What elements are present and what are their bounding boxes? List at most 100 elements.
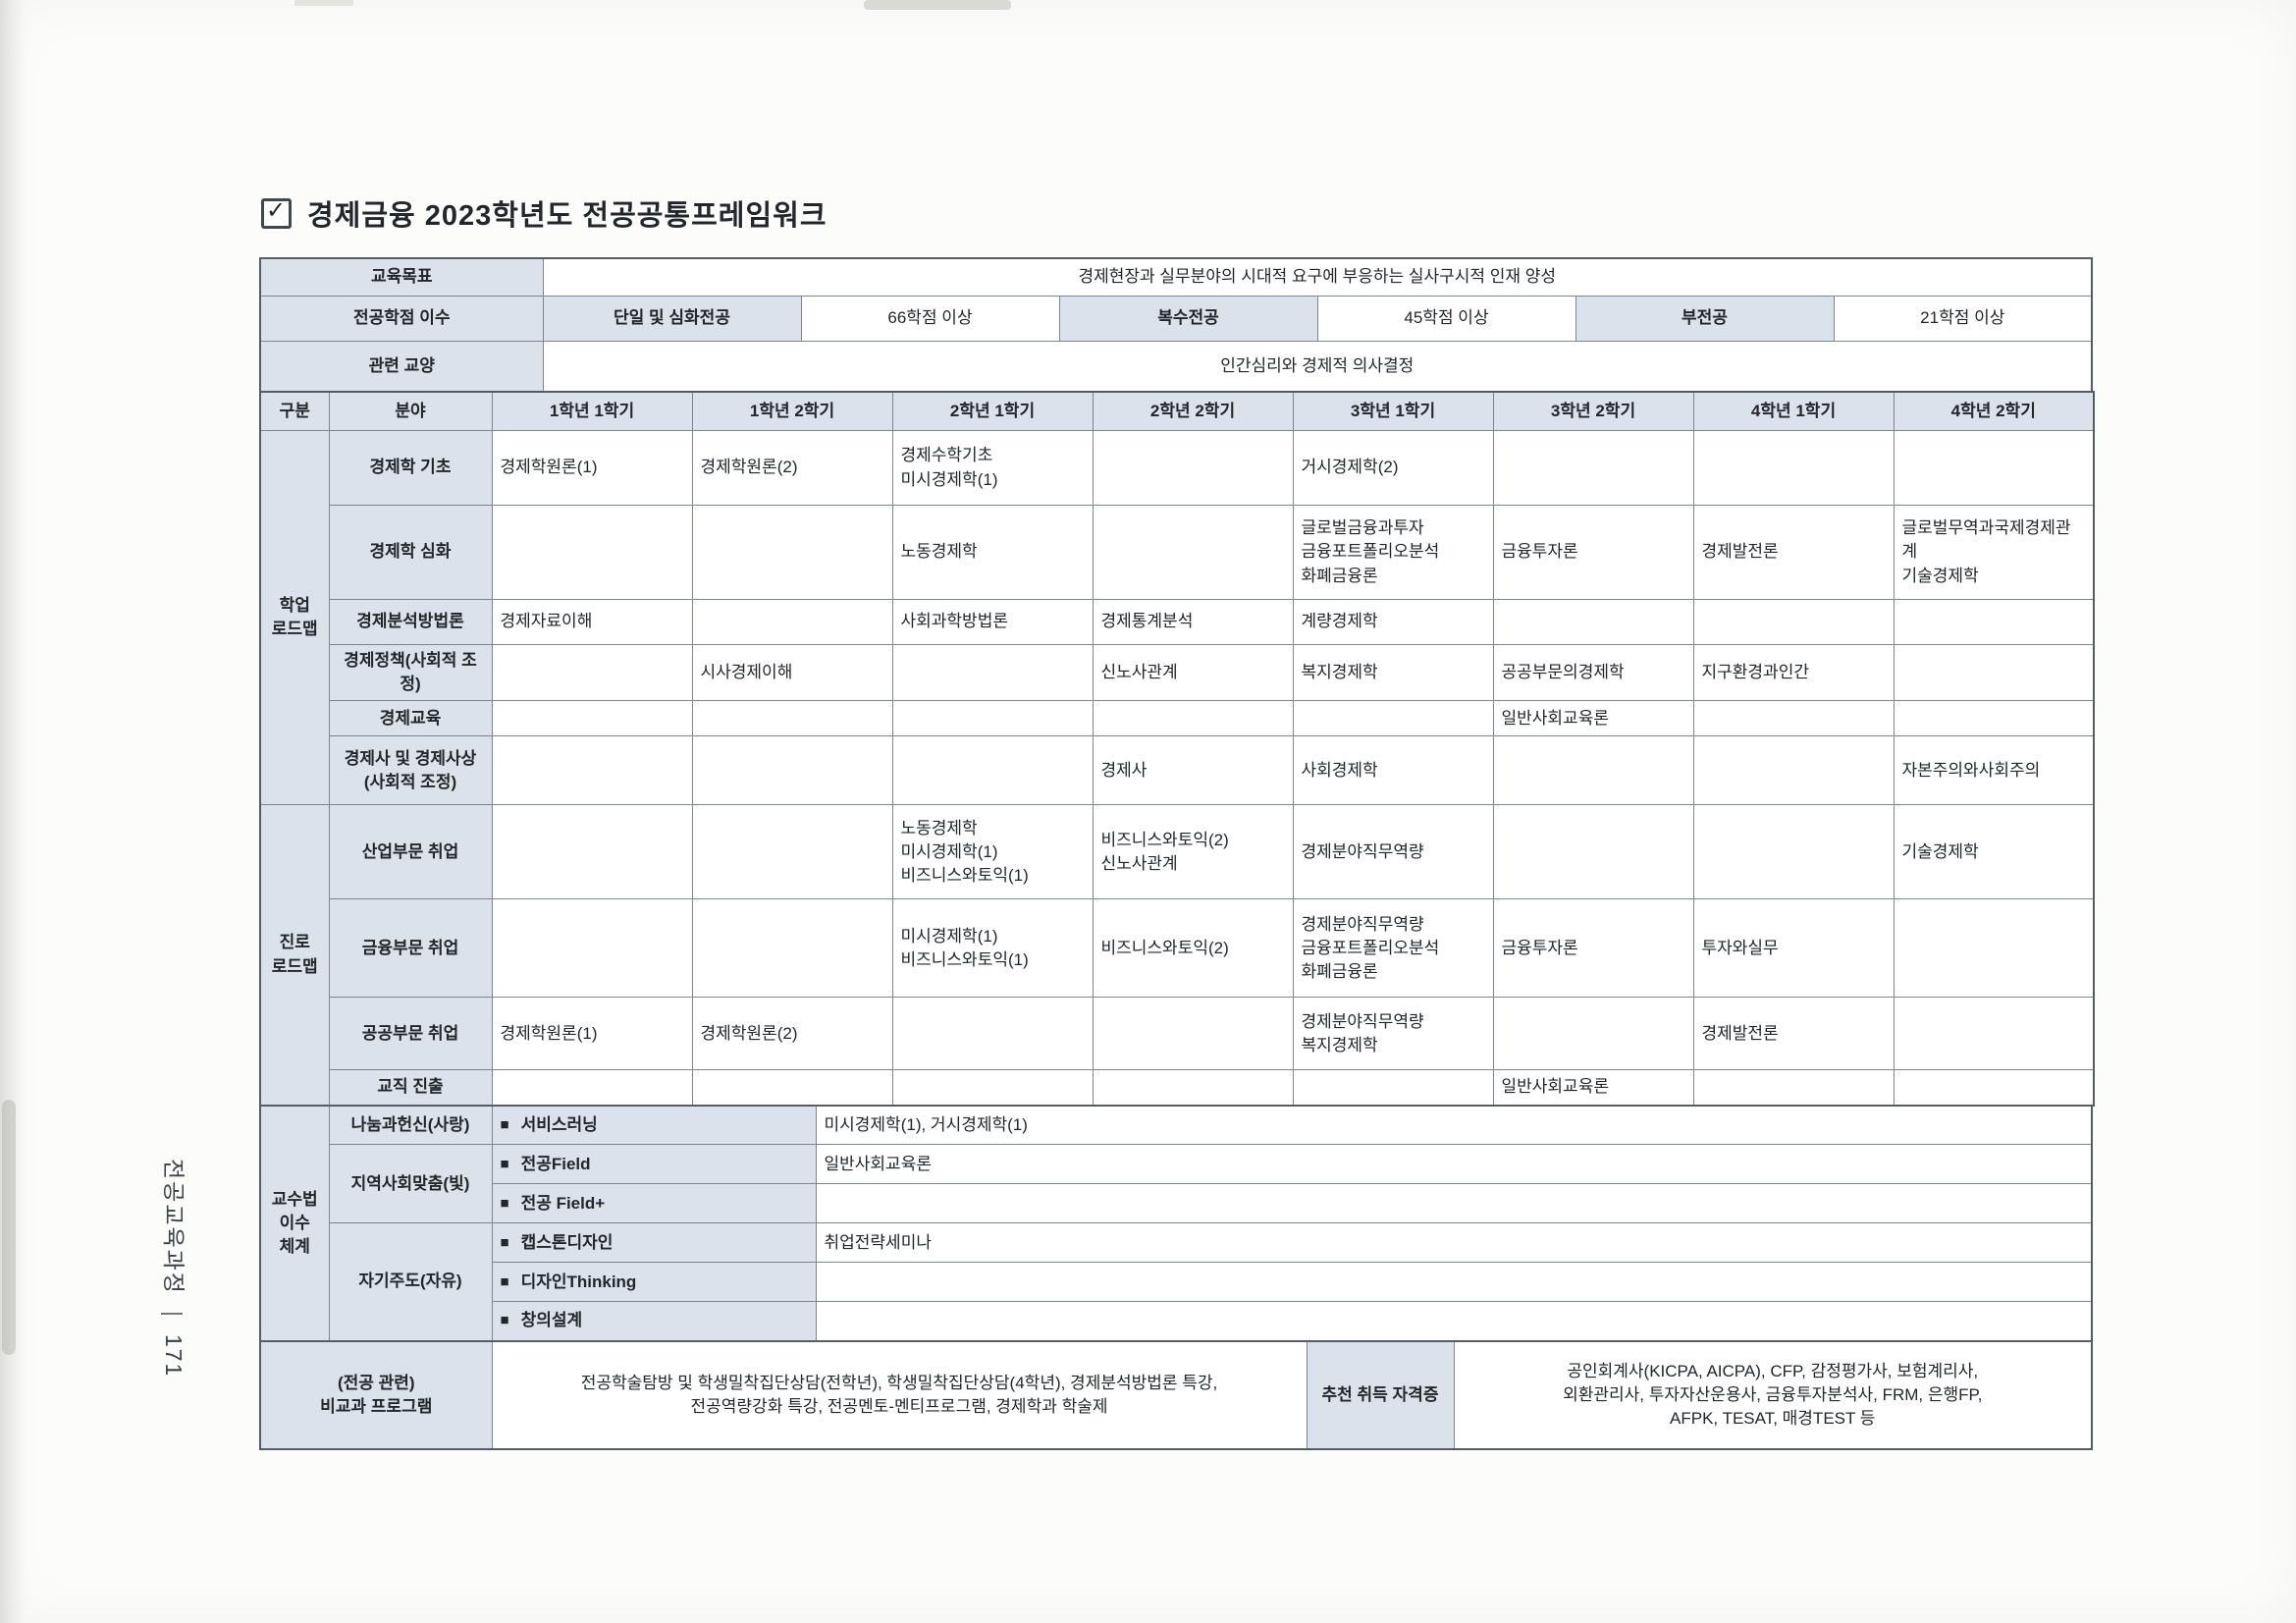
education-goal-row: 교육목표 경제현장과 실무분야의 시대적 요구에 부응하는 실사구시적 인재 양… xyxy=(259,257,2093,297)
scan-smudge xyxy=(294,0,353,6)
field-label: 경제학 심화 xyxy=(328,505,493,600)
curriculum-framework-document: ✓ 경제금융 2023학년도 전공공통프레임워크 교육목표 경제현장과 실무분야… xyxy=(259,192,2095,1450)
pedagogy-value-cell xyxy=(815,1183,2093,1224)
course-cell xyxy=(891,700,1094,737)
credit-type-label: 부전공 xyxy=(1575,295,1835,342)
course-cell: 기술경제학 xyxy=(1893,804,2095,900)
course-cell xyxy=(1492,997,1694,1071)
course-cell xyxy=(691,804,893,900)
course-cell: 시사경제이해 xyxy=(691,643,893,702)
field-label: 경제학 기초 xyxy=(328,430,493,506)
course-cell xyxy=(491,1069,693,1107)
course-cell xyxy=(1893,997,2095,1071)
course-cell xyxy=(491,735,693,806)
course-cell: 경제분야직무역량 금융포트폴리오분석 화폐금융론 xyxy=(1292,898,1494,999)
course-cell xyxy=(691,505,893,600)
course-cell xyxy=(1893,898,2095,999)
extracurricular-program-value: 전공학술탐방 및 학생밀착집단상담(전학년), 학생밀착집단상담(4학년), 경… xyxy=(491,1340,1308,1450)
course-cell: 비즈니스와토익(2) xyxy=(1092,898,1294,999)
course-cell: 자본주의와사회주의 xyxy=(1893,735,2095,806)
pedagogy-group-label: 교수법 이수 체계 xyxy=(259,1105,330,1342)
course-cell xyxy=(1292,700,1494,737)
related-liberal-arts-label: 관련 교양 xyxy=(259,340,544,393)
course-cell xyxy=(891,997,1094,1071)
column-header-semester: 3학년 2학기 xyxy=(1492,391,1694,431)
course-cell: 경제통계분석 xyxy=(1092,599,1294,645)
course-cell: 복지경제학 xyxy=(1292,643,1494,702)
roadmap-row: 경제정책(사회적 조정) 시사경제이해 신노사관계 복지경제학 공공부문의경제학 지구환경… xyxy=(260,643,2095,702)
pedagogy-row: ■ 디자인Thinking xyxy=(260,1262,2093,1303)
square-bullet-icon: ■ xyxy=(500,1155,509,1172)
grid-header-row: 구분 분야 1학년 1학기 1학년 2학기 2학년 1학기 2학년 2학기 3학… xyxy=(259,391,2095,431)
pedagogy-method-label: 창의설계 xyxy=(520,1311,583,1330)
course-cell xyxy=(891,1069,1094,1107)
pedagogy-method-label: 캡스톤디자인 xyxy=(520,1232,614,1252)
recommended-certifications-value: 공인회계사(KICPA, AICPA), CFP, 감정평가사, 보험계리사, … xyxy=(1453,1340,2093,1450)
page-margin-label: 전공교육과정 | 171 xyxy=(159,1159,192,1378)
course-cell: 공공부문의경제학 xyxy=(1492,643,1694,702)
major-credits-label: 전공학점 이수 xyxy=(259,295,544,342)
course-cell xyxy=(491,804,693,900)
course-cell: 사회과학방법론 xyxy=(891,599,1094,645)
course-cell xyxy=(491,700,693,737)
field-label: 교직 진출 xyxy=(328,1069,493,1107)
course-cell xyxy=(1092,700,1294,737)
course-cell xyxy=(891,643,1094,702)
roadmap-row: 학업 로드맵 경제학 기초 경제학원론(1) 경제학원론(2) 경제수학기초 미시경제학… xyxy=(259,429,2095,806)
course-cell: 노동경제학 xyxy=(891,505,1094,600)
major-credits-row: 전공학점 이수 단일 및 심화전공 66학점 이상 복수전공 45학점 이상 부… xyxy=(259,295,2093,342)
pedagogy-row: 지역사회맞춤(빛) ■ 전공Field 일반사회교육론 xyxy=(260,1144,2093,1224)
pedagogy-method-label: 디자인Thinking xyxy=(520,1271,637,1291)
related-liberal-arts-value: 인간심리와 경제적 의사결정 xyxy=(542,340,2093,393)
column-header-semester: 2학년 2학기 xyxy=(1092,391,1294,431)
course-cell xyxy=(1492,599,1694,645)
course-cell xyxy=(491,505,693,600)
roadmap-body: 학업 로드맵 경제학 기초 경제학원론(1) 경제학원론(2) 경제수학기초 미시경제학… xyxy=(259,429,2095,1107)
pedagogy-method-cell: ■ 캡스톤디자인 xyxy=(491,1222,817,1264)
extras-table: (전공 관련) 비교과 프로그램 전공학술탐방 및 학생밀착집단상담(전학년),… xyxy=(259,1339,2093,1450)
roadmap-row: 진로 로드맵 산업부문 취업 노동경제학 미시경제학(1) 비즈니스와토익(1) 비즈… xyxy=(259,804,2095,1107)
column-header-semester: 1학년 2학기 xyxy=(691,391,893,431)
course-cell: 경제학원론(2) xyxy=(691,997,893,1071)
document-title: ✓ 경제금융 2023학년도 전공공통프레임워크 xyxy=(261,192,2091,234)
course-cell xyxy=(1292,1069,1494,1107)
course-cell xyxy=(1692,599,1895,645)
course-cell xyxy=(691,898,893,999)
square-bullet-icon: ■ xyxy=(500,1272,509,1290)
field-label: 공공부문 취업 xyxy=(328,997,493,1071)
pedagogy-category-label: 지역사회맞춤(빛) xyxy=(328,1144,493,1224)
education-goal-value: 경제현장과 실무분야의 시대적 요구에 부응하는 실사구시적 인재 양성 xyxy=(542,257,2093,297)
roadmap-row: 경제교육 일반사회교육론 xyxy=(260,700,2095,737)
credit-type-label: 단일 및 심화전공 xyxy=(542,295,802,342)
course-cell xyxy=(1092,1069,1294,1107)
course-cell xyxy=(1692,804,1895,900)
course-cell xyxy=(1692,430,1895,506)
pedagogy-body: 교수법 이수 체계 나눔과헌신(사랑) ■ 서비스러닝 미시경제학(1), 거시경제학(… xyxy=(259,1105,2093,1342)
pedagogy-method-label: 전공 Field+ xyxy=(520,1193,606,1213)
course-cell xyxy=(1893,599,2095,645)
course-cell: 투자와실무 xyxy=(1692,898,1895,999)
course-cell: 금융투자론 xyxy=(1492,505,1694,600)
course-cell: 글로벌금융과투자 금융포트폴리오분석 화폐금융론 xyxy=(1292,505,1494,600)
pedagogy-value-cell: 일반사회교육론 xyxy=(815,1144,2093,1185)
course-cell: 신노사관계 xyxy=(1092,643,1294,702)
pedagogy-value-cell xyxy=(815,1262,2093,1303)
side-divider: | xyxy=(161,1310,187,1319)
document-title-text: 경제금융 2023학년도 전공공통프레임워크 xyxy=(307,200,828,232)
credit-requirement-value: 45학점 이상 xyxy=(1316,295,1576,342)
pedagogy-method-cell: ■ 전공 Field+ xyxy=(491,1183,817,1224)
course-cell xyxy=(691,700,893,737)
square-bullet-icon: ■ xyxy=(500,1233,509,1251)
course-cell xyxy=(1692,1069,1895,1107)
course-cell xyxy=(1692,735,1895,806)
field-label: 경제사 및 경제사상 (사회적 조정) xyxy=(328,735,493,806)
summary-table: 교육목표 경제현장과 실무분야의 시대적 요구에 부응하는 실사구시적 인재 양… xyxy=(259,257,2094,393)
pedagogy-category-label: 자기주도(자유) xyxy=(328,1222,493,1342)
course-cell: 경제학원론(2) xyxy=(691,430,893,506)
scan-smudge xyxy=(864,0,1011,10)
course-cell: 경제발전론 xyxy=(1692,505,1895,600)
roadmap-row: 교직 진출 일반사회교육론 xyxy=(260,1069,2095,1107)
credit-requirement-value: 66학점 이상 xyxy=(800,295,1060,342)
field-label: 경제분석방법론 xyxy=(328,599,493,645)
